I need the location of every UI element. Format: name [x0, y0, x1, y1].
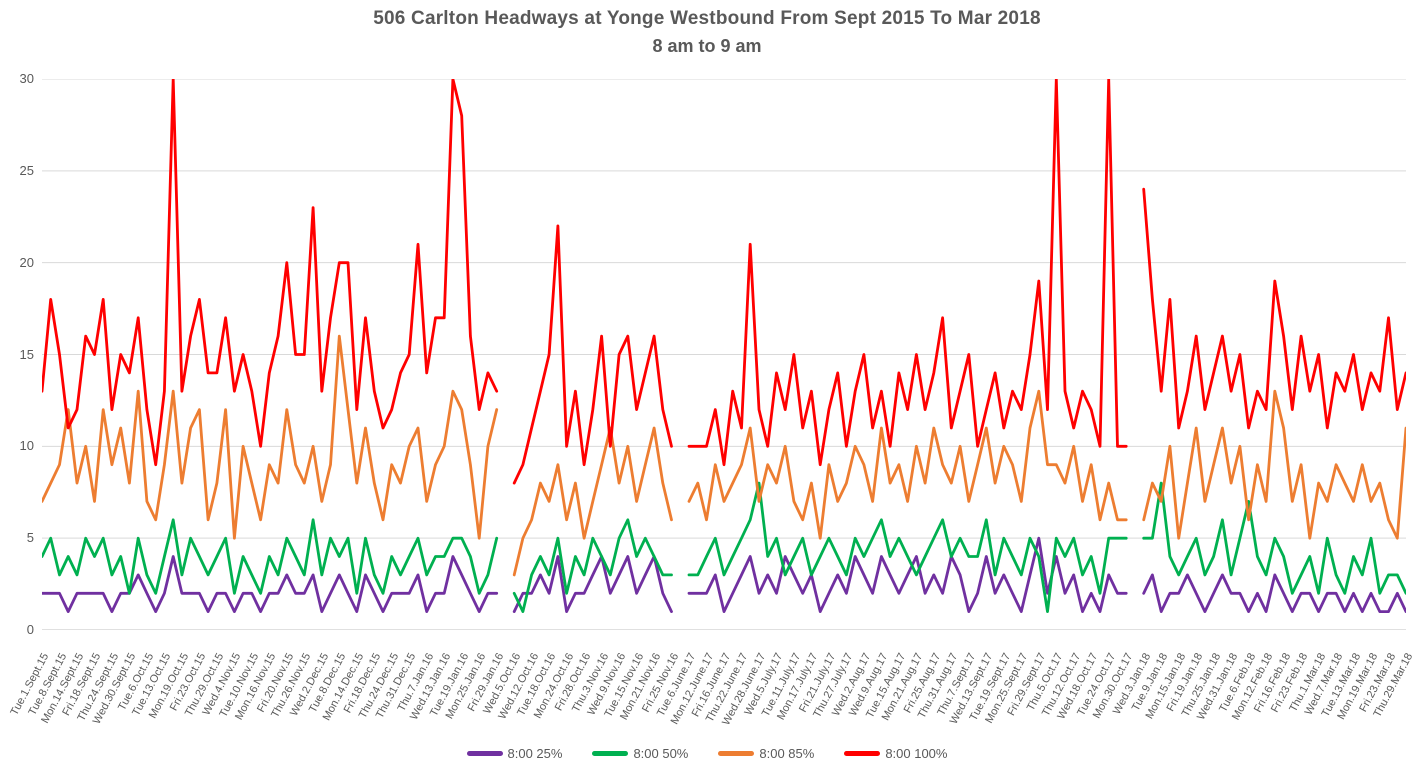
legend-swatch	[466, 751, 503, 756]
legend-item: 8:00 85%	[718, 746, 814, 761]
legend-label: 8:00 25%	[507, 746, 563, 761]
chart-title: 506 Carlton Headways at Yonge Westbound …	[373, 8, 1041, 29]
series-line-8-00-100-	[512, 224, 673, 485]
series-line-8-00-50-	[42, 518, 499, 595]
series-line-8-00-25-	[42, 555, 499, 613]
series-line-8-00-50-	[687, 481, 1128, 613]
series-line-8-00-25-	[512, 555, 673, 613]
y-axis-label: 25	[19, 162, 34, 178]
chart-subtitle: 8 am to 9 am	[652, 36, 762, 56]
series-line-8-00-100-	[42, 79, 499, 467]
y-axis-label: 15	[19, 346, 34, 362]
legend-swatch	[844, 751, 881, 756]
legend-label: 8:00 50%	[633, 746, 689, 761]
y-axis-label: 0	[26, 622, 34, 637]
legend: 8:00 25% 8:00 50% 8:00 85% 8:00 100%	[0, 746, 1414, 761]
y-axis-label: 5	[26, 530, 34, 546]
series-line-8-00-25-	[1142, 573, 1406, 613]
series-line-8-00-85-	[512, 426, 673, 577]
series-line-8-00-85-	[687, 389, 1128, 540]
series-line-8-00-50-	[1142, 481, 1406, 595]
legend-label: 8:00 100%	[885, 746, 948, 761]
series-line-8-00-50-	[512, 518, 673, 613]
series-line-8-00-85-	[1142, 389, 1406, 540]
series-line-8-00-85-	[42, 334, 499, 540]
legend-swatch	[718, 751, 755, 756]
y-axis-label: 30	[19, 71, 34, 86]
legend-item: 8:00 100%	[844, 746, 947, 761]
legend-item: 8:00 50%	[592, 746, 688, 761]
legend-label: 8:00 85%	[759, 746, 815, 761]
series-line-8-00-100-	[1142, 187, 1406, 430]
y-axis-label: 10	[19, 438, 34, 454]
series-line-8-00-100-	[687, 79, 1128, 467]
legend-swatch	[592, 751, 629, 756]
plot-area	[42, 79, 1406, 630]
legend-item: 8:00 25%	[466, 746, 563, 761]
y-axis-label: 20	[19, 254, 34, 270]
